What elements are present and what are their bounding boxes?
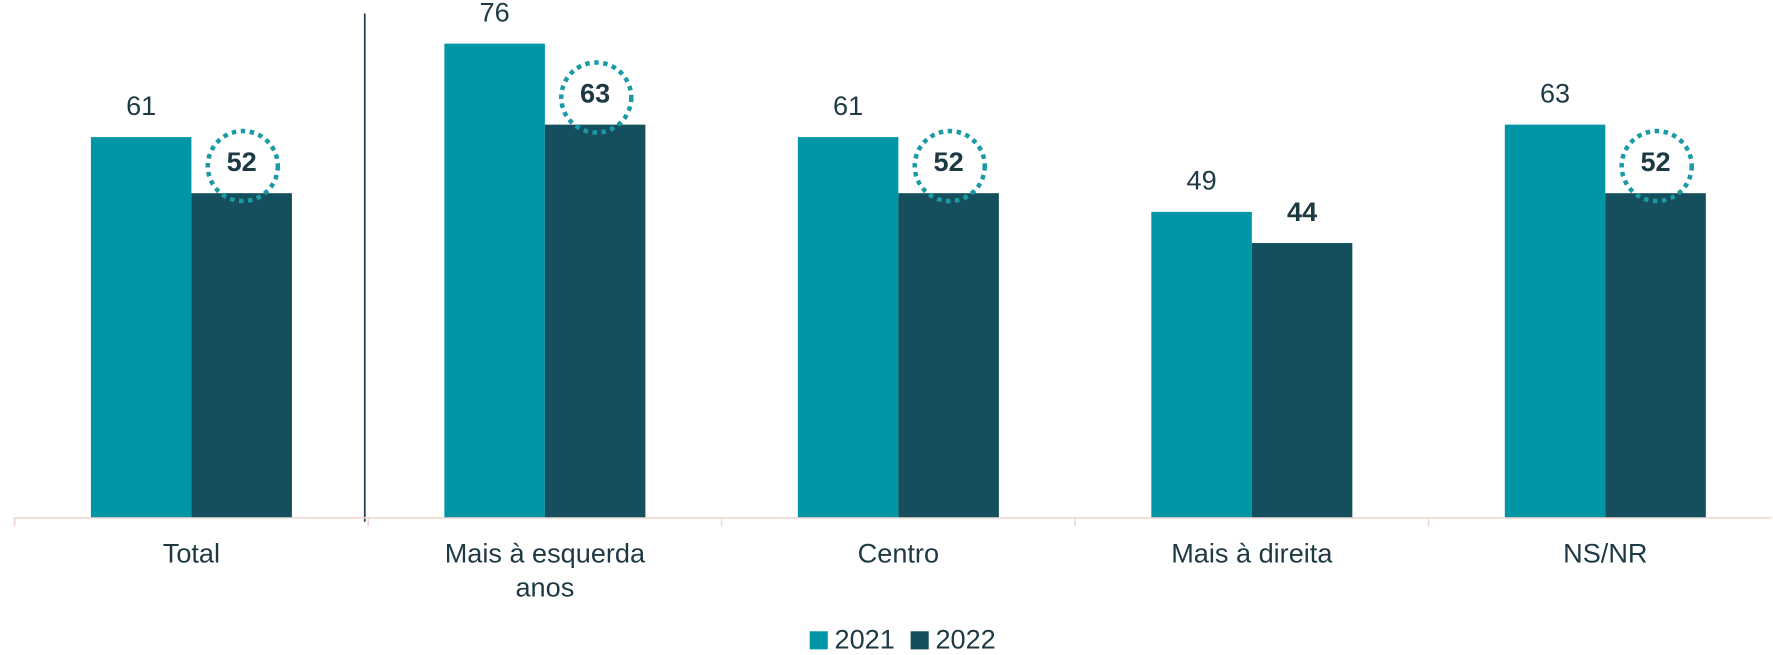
x-label-box: Mais à esquerda anos bbox=[444, 538, 646, 604]
data-label: 44 bbox=[1287, 196, 1317, 227]
bar bbox=[444, 43, 545, 518]
data-label: 63 bbox=[580, 77, 610, 108]
data-label: 52 bbox=[227, 146, 257, 177]
data-label: 76 bbox=[480, 0, 510, 27]
bar bbox=[1504, 124, 1606, 518]
highlight-circle bbox=[205, 128, 281, 204]
x-tick-label: Mais à direita bbox=[1171, 538, 1333, 570]
bar bbox=[544, 124, 646, 518]
x-tick-label: Total bbox=[162, 538, 221, 570]
highlight-circle bbox=[1619, 128, 1694, 204]
data-label: 52 bbox=[1640, 146, 1670, 177]
x-tick-label: NS/NR bbox=[1563, 538, 1648, 570]
bar bbox=[90, 137, 192, 518]
data-label: 49 bbox=[1187, 165, 1217, 196]
x-label-box: Mais à direita bbox=[1171, 538, 1333, 570]
data-label: 61 bbox=[833, 90, 863, 121]
x-label-box: Total bbox=[162, 538, 221, 570]
bar bbox=[1605, 193, 1706, 518]
data-label: 63 bbox=[1540, 77, 1570, 108]
x-tick-label: Mais à esquerda anos bbox=[444, 538, 646, 604]
bar bbox=[1151, 211, 1252, 518]
legend-label: 2022 bbox=[935, 624, 995, 655]
legend-swatch bbox=[809, 631, 828, 650]
bar bbox=[191, 193, 292, 518]
legend-label: 2021 bbox=[835, 624, 895, 655]
x-tick-label: Centro bbox=[857, 538, 940, 570]
data-label: 61 bbox=[126, 90, 156, 121]
x-label-box: Centro bbox=[857, 538, 940, 570]
highlight-circle bbox=[912, 128, 988, 204]
x-label-box: NS/NR bbox=[1563, 538, 1648, 570]
legend-swatch bbox=[910, 631, 929, 650]
bar bbox=[797, 137, 899, 518]
bar bbox=[898, 193, 999, 518]
highlight-circle bbox=[559, 60, 634, 135]
data-label: 52 bbox=[934, 146, 964, 177]
bar bbox=[1251, 243, 1353, 518]
